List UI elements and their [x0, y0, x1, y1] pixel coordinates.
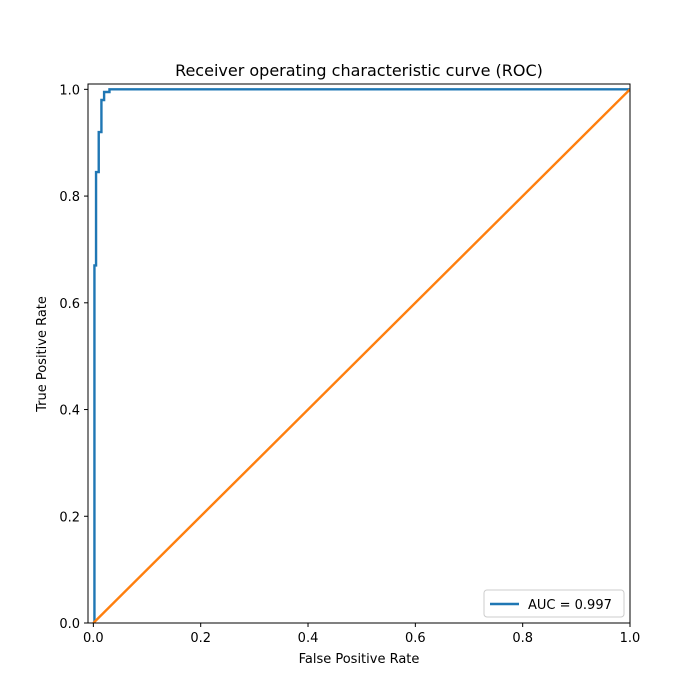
chance-diagonal-line [92, 88, 630, 623]
y-tick-label: 0.8 [59, 190, 80, 205]
y-tick-label: 0.2 [59, 510, 80, 525]
y-tick-label: 0.6 [59, 297, 80, 312]
x-axis-label: False Positive Rate [299, 652, 420, 667]
y-tick-label: 0.4 [59, 404, 80, 419]
x-tick-label: 0.4 [298, 631, 319, 646]
y-axis-label: True Positive Rate [35, 296, 50, 413]
x-tick-label: 0.2 [190, 631, 211, 646]
x-axis: 0.0 0.2 0.4 0.6 0.8 1.0 [83, 623, 640, 646]
legend-label: AUC = 0.997 [528, 598, 612, 613]
series-layer [92, 88, 630, 623]
y-tick-label: 1.0 [59, 83, 80, 98]
roc-curve-line [93, 88, 630, 623]
chart-title: Receiver operating characteristic curve … [175, 61, 543, 80]
legend: AUC = 0.997 [483, 589, 625, 618]
y-tick-label: 0.0 [59, 617, 80, 632]
plot-frame [87, 83, 631, 624]
x-tick-label: 1.0 [620, 631, 641, 646]
y-axis: 0.0 0.2 0.4 0.6 0.8 1.0 [59, 83, 88, 632]
legend-box [483, 589, 625, 618]
x-tick-label: 0.6 [405, 631, 426, 646]
x-tick-label: 0.0 [83, 631, 104, 646]
x-tick-label: 0.8 [512, 631, 533, 646]
